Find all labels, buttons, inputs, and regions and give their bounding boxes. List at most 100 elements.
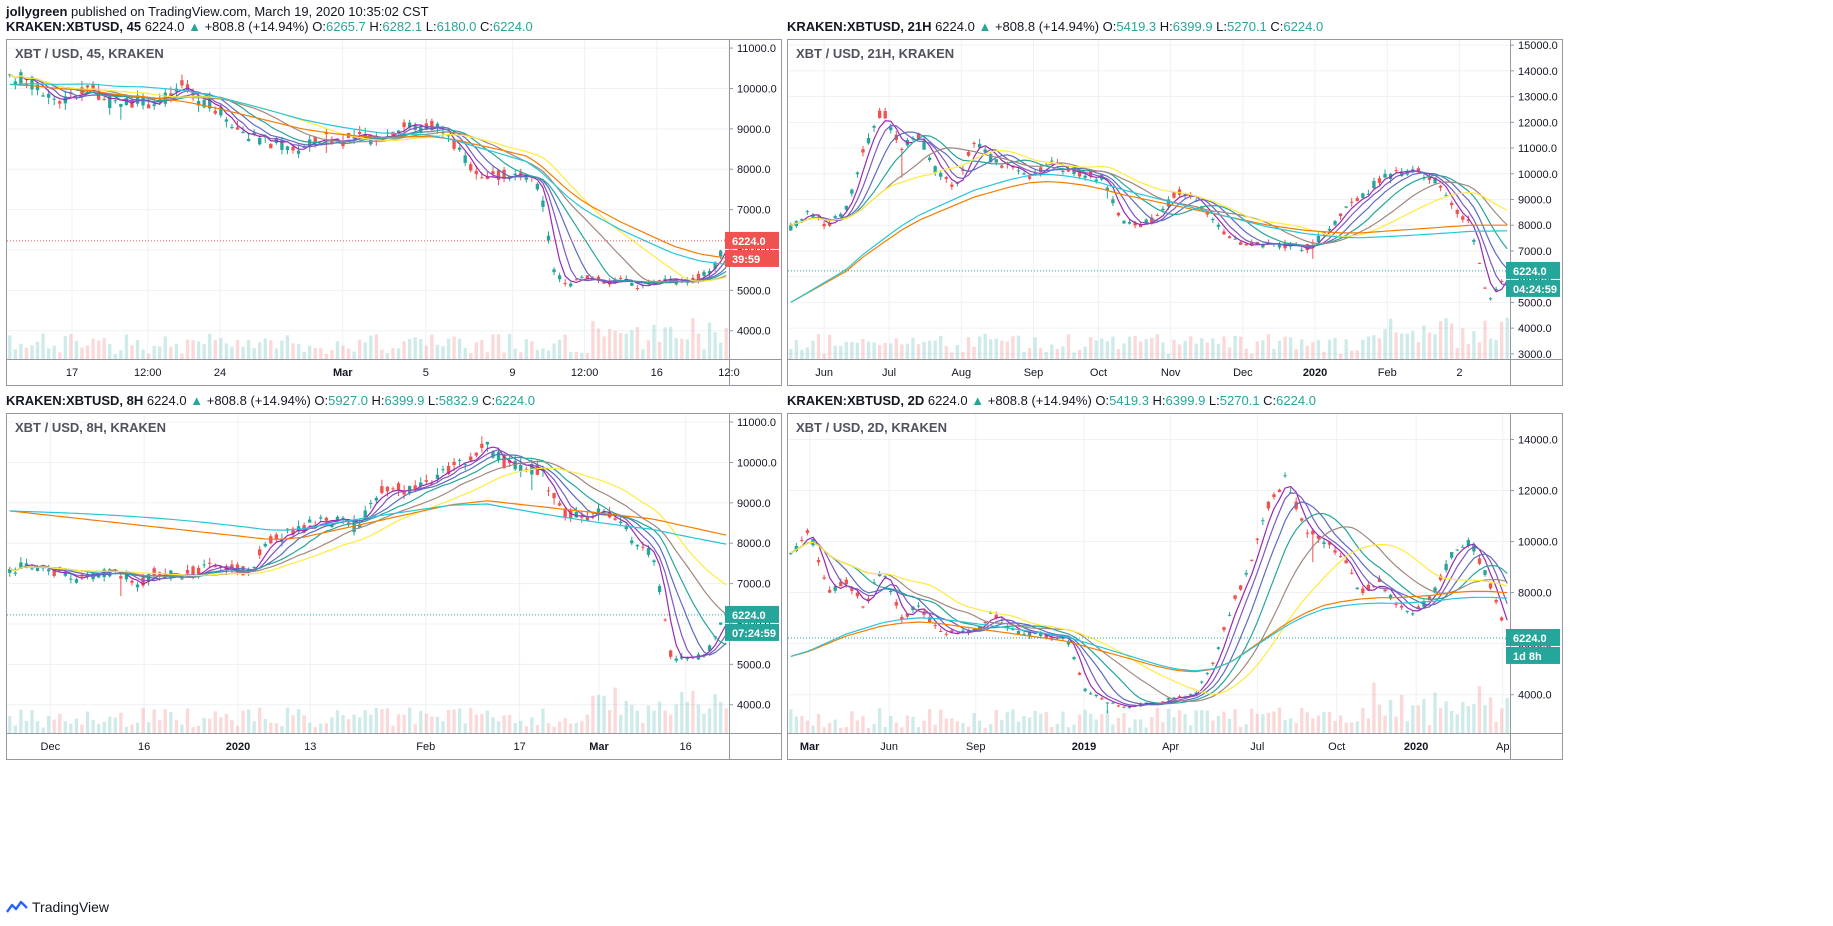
volume-bar [1166,353,1171,359]
volume-bar [1450,710,1454,733]
volume-bar [844,341,848,359]
candle-body [563,509,567,517]
candle-body [19,72,23,85]
volume-bar [685,701,690,733]
volume-bar [246,709,251,733]
volume-bar [933,724,937,733]
candle-body [1066,641,1071,645]
volume-bar [230,346,234,359]
candle-body [274,534,279,540]
volume-bar [1205,342,1209,359]
candle-body [446,135,451,137]
candle-body [872,125,876,128]
volume-bar [69,334,73,359]
chart-area[interactable]: 11000.010000.09000.08000.07000.06000.050… [6,39,782,386]
candle-body [374,497,378,501]
open-label: O: [312,19,326,34]
volume-bar [24,720,29,733]
low-label: L: [424,393,439,408]
candle-body [435,474,440,479]
volume-bar [961,351,965,359]
candle-body [1266,501,1271,509]
candle-body [811,214,815,219]
high-value: 6399.9 [1165,393,1206,408]
volume-bar [224,343,229,359]
volume-bar [407,338,412,359]
volume-bar [1411,705,1415,733]
chart-area[interactable]: 11000.010000.09000.08000.07000.06000.050… [6,413,782,760]
candle-body [202,100,206,108]
candle-body [1100,698,1104,700]
volume-bar [585,714,590,733]
author-name[interactable]: jollygreen [6,4,68,19]
volume-bar [635,710,640,733]
volume-bar [889,343,893,359]
candle-body [196,100,201,106]
candle-body [1461,546,1465,548]
volume-bar [1361,707,1365,733]
candle-body [46,93,51,98]
volume-bar [652,324,656,359]
volume-bar [91,720,95,733]
volume-bar [1394,716,1398,733]
volume-bar [596,328,601,359]
candle-body [1033,633,1037,635]
candle-body [883,575,887,577]
candle-body [580,516,584,518]
candle-body [789,225,793,231]
volume-bar [1083,346,1087,359]
volume-bar [916,344,921,359]
chart-area[interactable]: 15000.0 14000.0 13000.0 12000.0 11000.0 10000… [787,39,1563,386]
volume-bar [1322,711,1326,733]
candle-body [1416,606,1421,609]
tradingview-logo[interactable]: TradingView [6,898,109,916]
y-tick-label: 10000.0 [737,457,777,469]
moving-average-line [9,453,727,656]
volume-bar [1388,699,1393,733]
candle-body [108,95,112,109]
volume-bar [1161,722,1165,733]
volume-bar [335,710,340,733]
candle-body [596,276,601,281]
close-value: 6224.0 [493,19,533,34]
chart-area[interactable]: 14000.012000.010000.08000.06000.04000.0M… [787,413,1563,760]
volume-bar [872,342,876,359]
x-tick-label: 16 [138,741,150,753]
volume-bar [1327,711,1332,733]
candle-body [630,282,634,286]
volume-bar [213,711,217,733]
candle-body [502,169,506,179]
volume-bar [789,349,793,359]
candle-body [844,579,848,585]
volume-bar [1422,325,1426,359]
volume-bar [135,722,140,733]
volume-bar [1122,712,1126,733]
candle-body [989,612,993,614]
volume-bar [430,334,434,359]
candle-body [1005,625,1010,629]
volume-bar [202,344,206,359]
volume-bar [313,727,317,733]
volume-bar [41,727,45,733]
volume-bar [1122,343,1126,359]
candle-body [977,143,982,148]
volume-bar [146,722,151,733]
volume-bar [469,353,473,359]
volume-bar [308,722,312,733]
x-tick-label: Mar [589,741,609,753]
candle-body [1405,610,1409,613]
volume-bar [1188,336,1193,359]
chart-panel-21h: KRAKEN:XBTUSD, 21H 6224.0 ▲ +808.8 (+14.… [787,18,1563,386]
volume-bar [535,725,540,733]
volume-bar [619,714,623,733]
candle-body [457,459,462,461]
volume-bar [1283,336,1287,359]
volume-bar [1061,346,1065,359]
candle-body [861,606,865,608]
volume-bar [811,725,815,733]
candle-body [641,546,645,548]
candle-body [1277,489,1282,493]
volume-bar [1483,705,1487,733]
candle-body [569,510,573,519]
candle-body [839,582,843,587]
